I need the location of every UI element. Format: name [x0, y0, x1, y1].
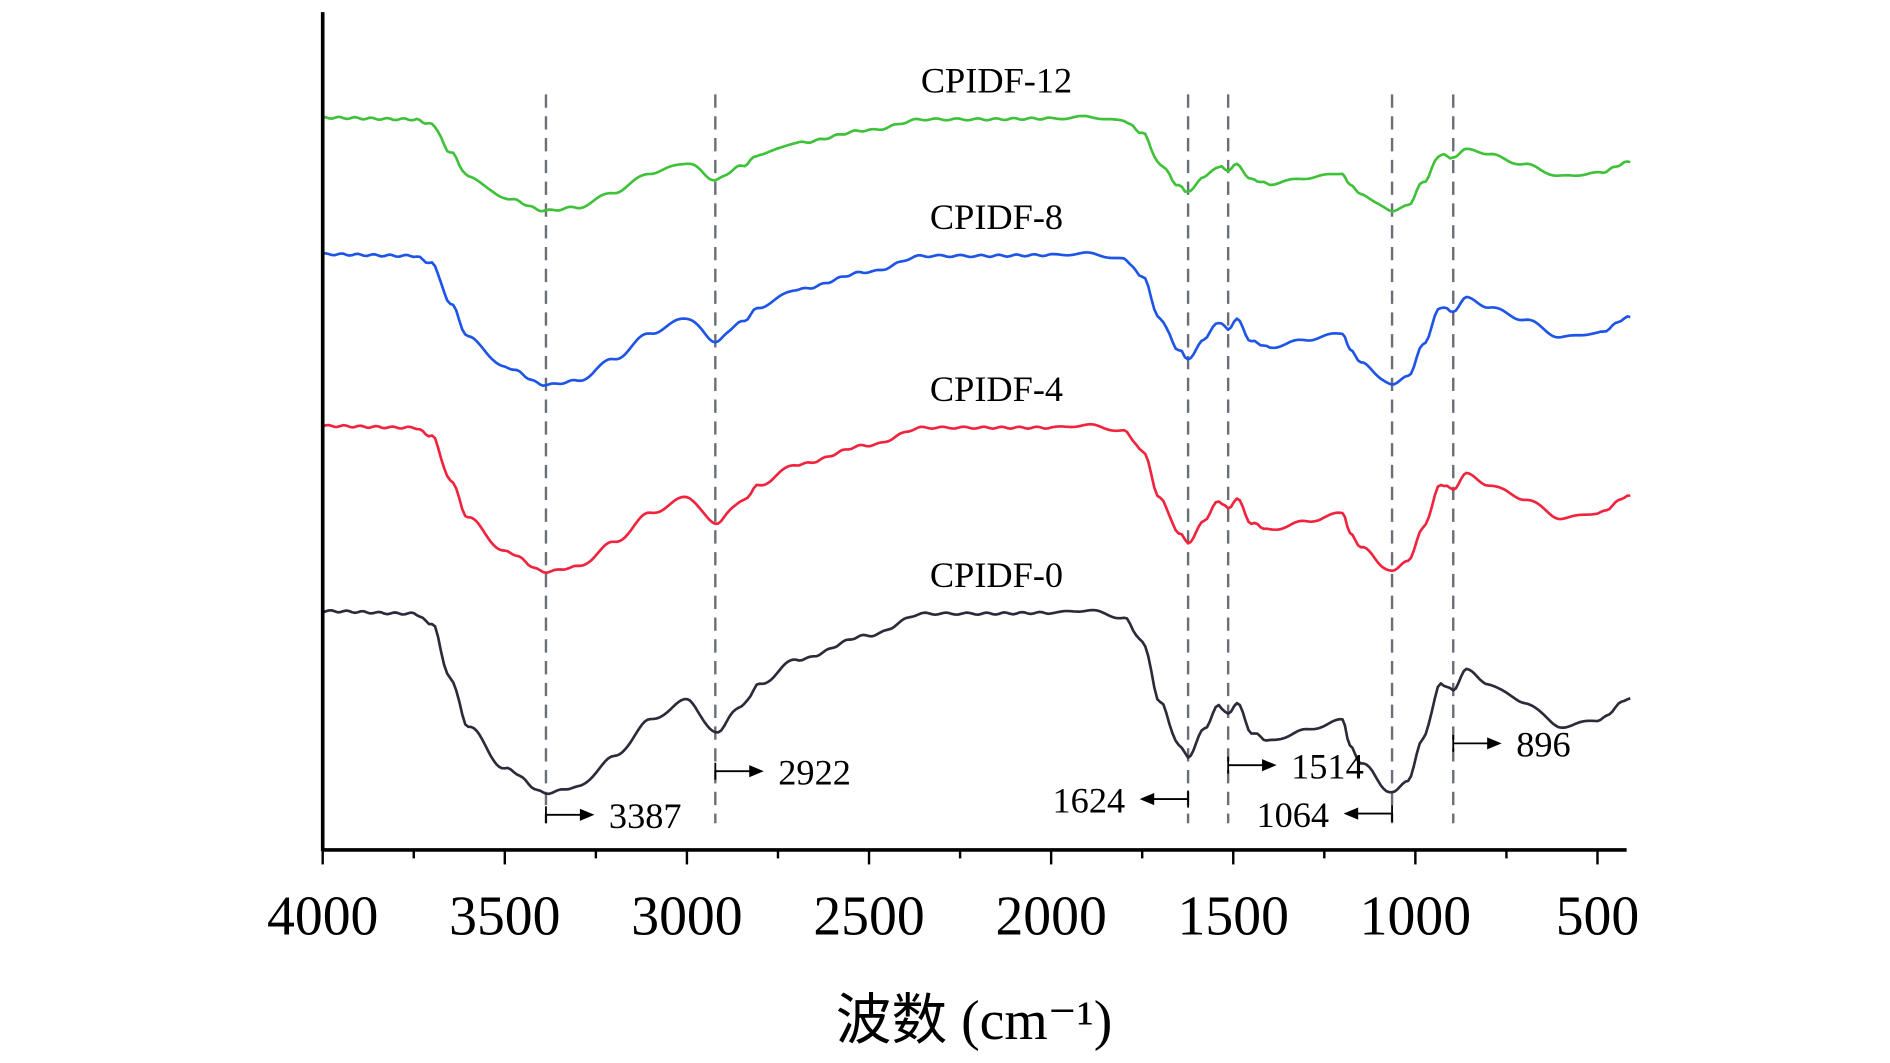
annotation-label: 1514: [1291, 746, 1364, 786]
annotation-1064: 1064: [1256, 795, 1393, 835]
x-tick-label: 3500: [449, 886, 560, 948]
annotation-1514: 1514: [1227, 746, 1364, 786]
annotations: 3387 2922 1624 1514 1064 896: [545, 725, 1571, 836]
annotation-1624: 1624: [1053, 780, 1190, 820]
annotation-label: 896: [1516, 725, 1570, 765]
series-line-cpidf-12: [322, 114, 1631, 213]
x-tick-label: 2500: [813, 886, 924, 948]
arrow-icon: [749, 765, 764, 778]
arrow-icon: [579, 808, 595, 821]
x-tick-label: 3000: [631, 886, 742, 948]
x-tick-label: 2000: [995, 886, 1106, 948]
annotation-2922: 2922: [714, 753, 851, 793]
series-label: CPIDF-4: [930, 369, 1063, 409]
annotation-label: 3387: [609, 796, 682, 836]
x-axis-title: 波数 (cm⁻¹): [836, 990, 1113, 1052]
x-tick-label: 4000: [267, 886, 378, 948]
x-tick-label: 1000: [1360, 886, 1471, 948]
series-line-cpidf-0: [322, 608, 1631, 796]
x-tick-label: 500: [1556, 886, 1640, 948]
annotation-label: 1624: [1053, 780, 1126, 820]
arrow-icon: [1343, 807, 1359, 820]
annotation-label: 2922: [778, 753, 851, 793]
annotation-896: 896: [1452, 725, 1571, 765]
arrow-icon: [1487, 737, 1502, 750]
series-label: CPIDF-12: [921, 61, 1072, 101]
series-line-cpidf-8: [322, 251, 1631, 388]
arrow-icon: [1139, 793, 1155, 806]
x-tick-label: 1500: [1178, 886, 1289, 948]
series-label: CPIDF-0: [930, 555, 1063, 595]
series-label: CPIDF-8: [930, 197, 1063, 237]
annotation-label: 1064: [1256, 795, 1329, 835]
arrow-icon: [1262, 759, 1277, 772]
reference-lines: [544, 94, 1455, 824]
series-line-cpidf-4: [322, 422, 1631, 575]
annotation-3387: 3387: [545, 796, 682, 836]
series-group: CPIDF-12 CPIDF-8 CPIDF-4 CPIDF-0: [322, 61, 1631, 796]
x-ticks: 4000 3500 3000 2500 2000 1500 1000 500: [267, 849, 1640, 948]
